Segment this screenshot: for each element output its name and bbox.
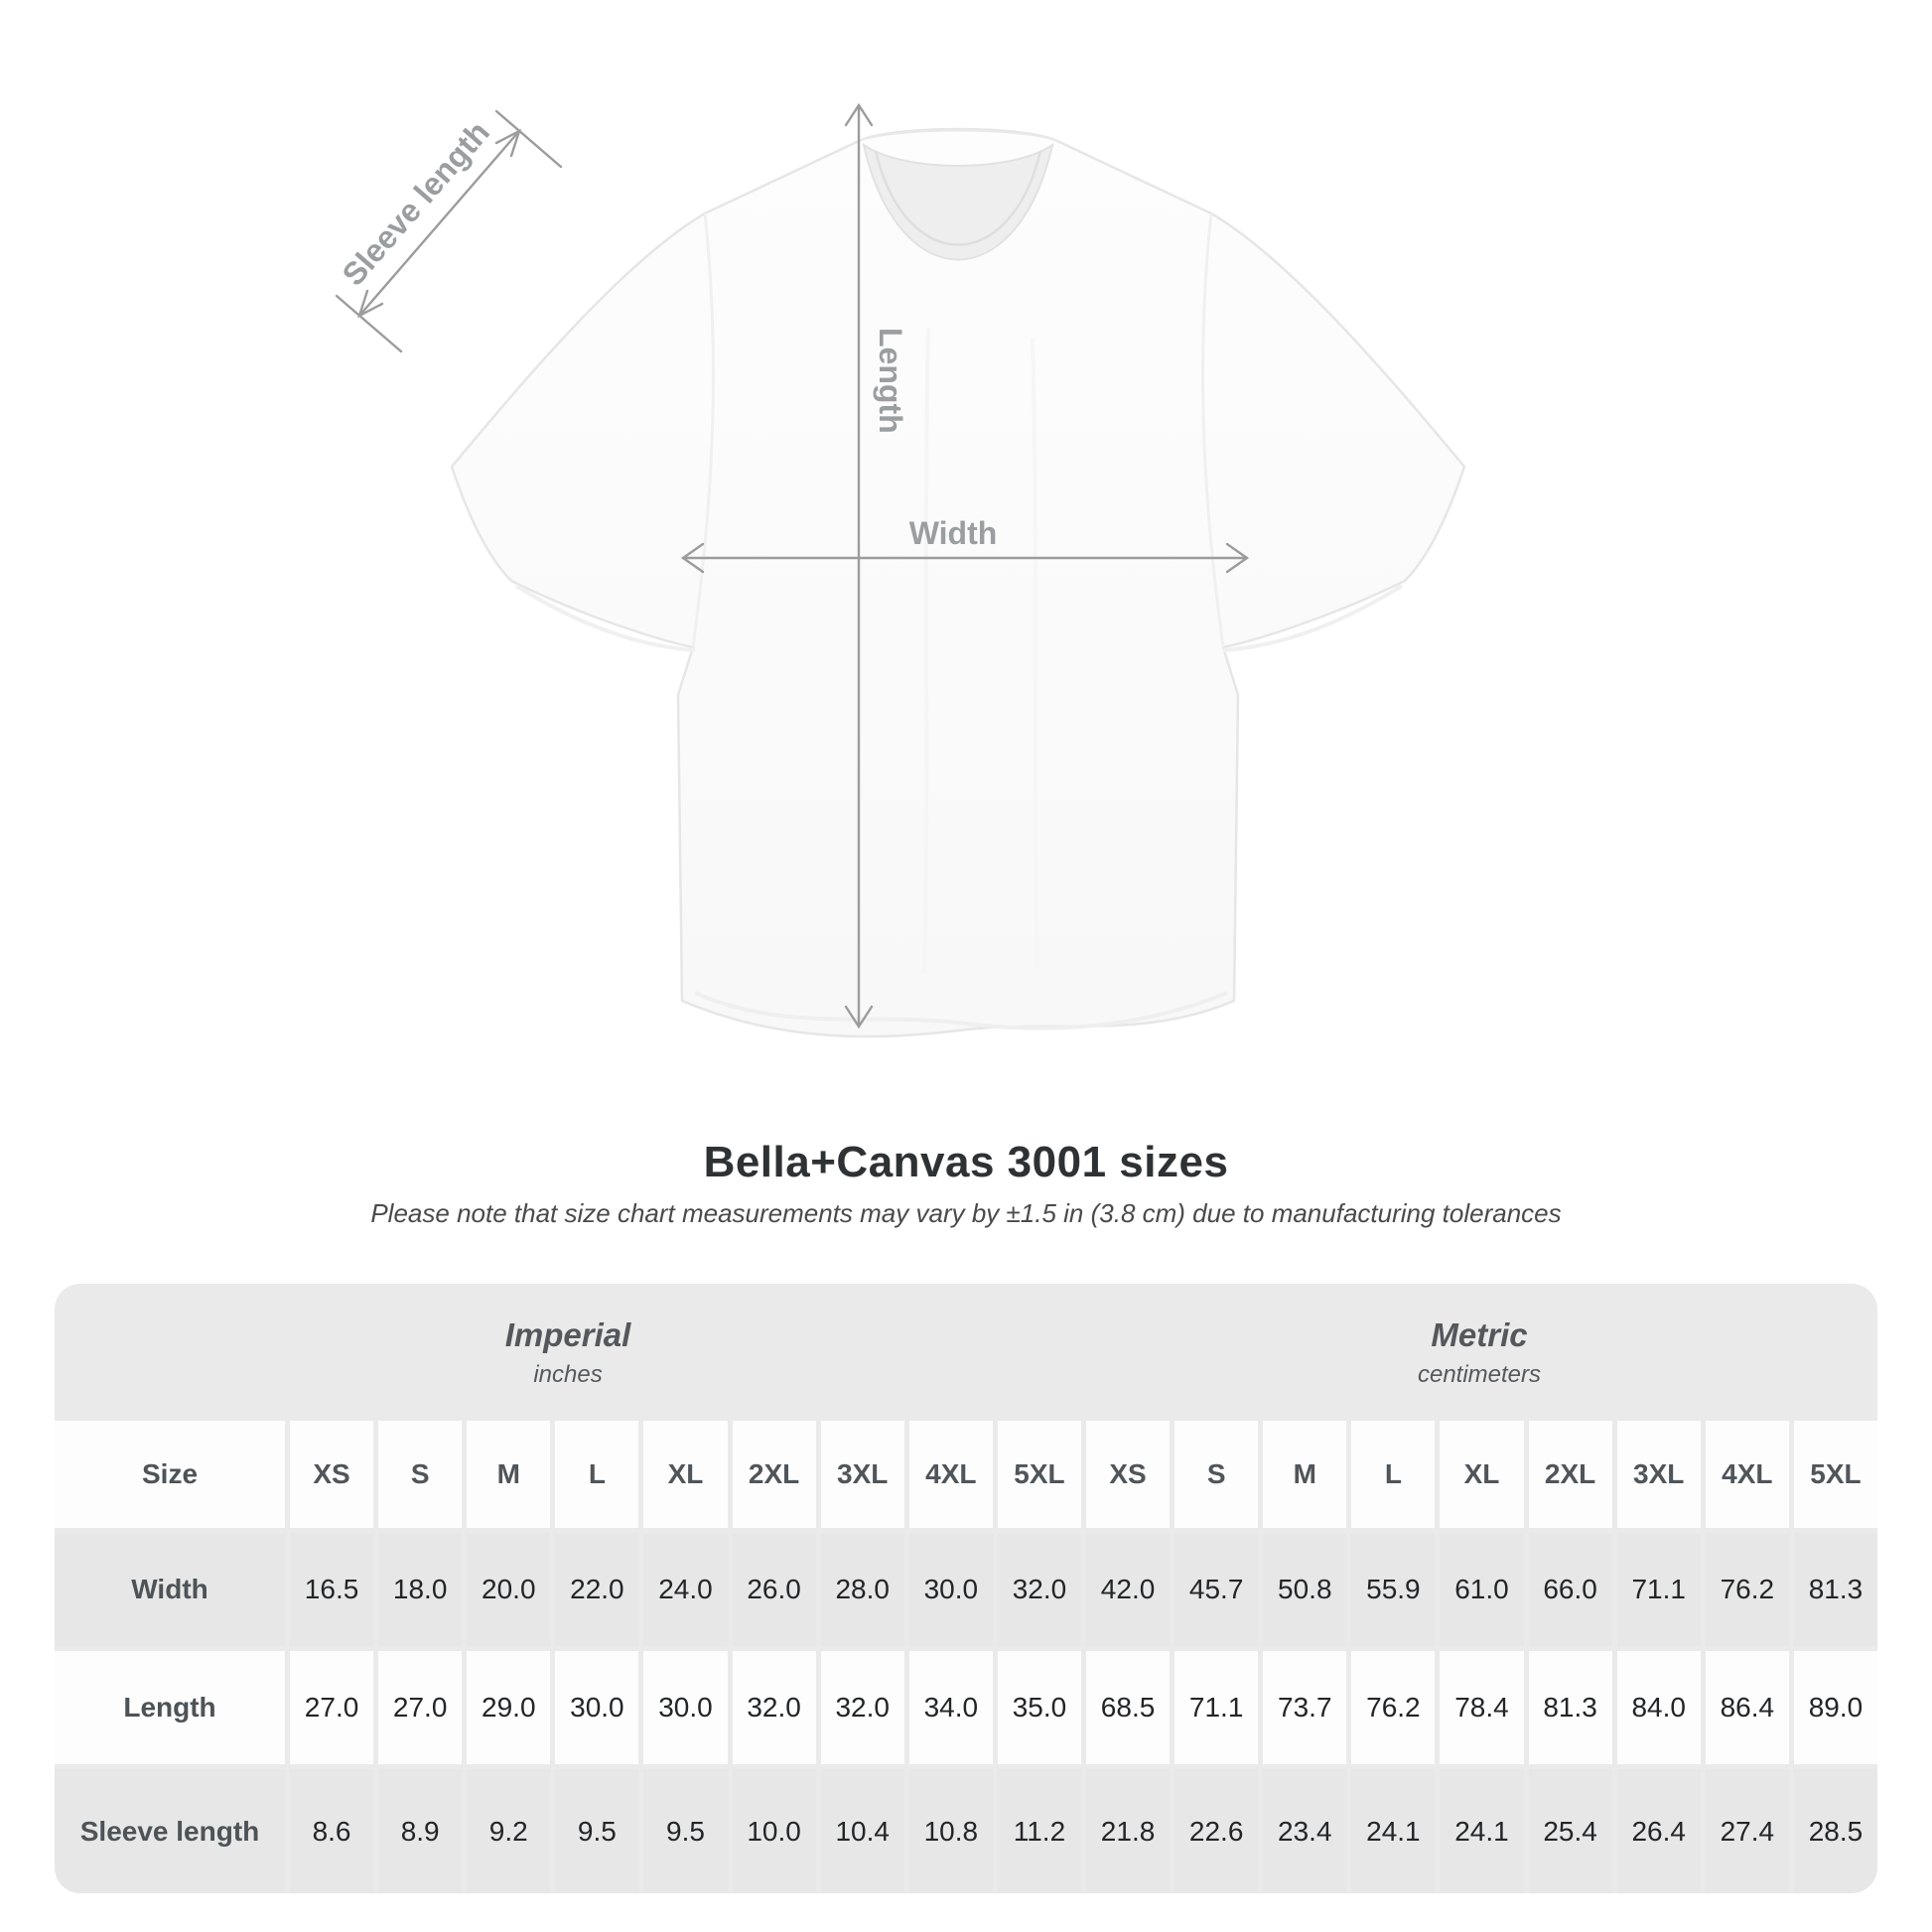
- table-cell: 32.0: [997, 1533, 1081, 1646]
- metric-unit: centimeters: [1417, 1360, 1542, 1388]
- table-cell: 76.2: [1705, 1533, 1789, 1646]
- table-cell: 23.4: [1263, 1769, 1347, 1893]
- column-header: 4XL: [908, 1421, 993, 1528]
- column-header: 2XL: [732, 1421, 816, 1528]
- tshirt-illustration: [450, 127, 1466, 1038]
- table-cell: 30.0: [555, 1651, 639, 1764]
- column-header-size: Size: [55, 1421, 285, 1528]
- row-label: Length: [55, 1651, 285, 1764]
- table-cell: 30.0: [908, 1533, 993, 1646]
- sleeve-length-arrow: [335, 109, 563, 353]
- table-cell: 73.7: [1263, 1651, 1347, 1764]
- unit-group-headers: Imperial inches Metric centimeters: [55, 1284, 1877, 1421]
- column-header: 2XL: [1528, 1421, 1612, 1528]
- row-label: Width: [55, 1533, 285, 1646]
- table-cell: 34.0: [908, 1651, 993, 1764]
- table-cell: 71.1: [1616, 1533, 1701, 1646]
- column-header: M: [1263, 1421, 1347, 1528]
- table-cell: 29.0: [467, 1651, 551, 1764]
- column-header: M: [467, 1421, 551, 1528]
- table-cell: 61.0: [1440, 1533, 1524, 1646]
- column-header: L: [555, 1421, 639, 1528]
- table-cell: 26.0: [732, 1533, 816, 1646]
- collar: [862, 142, 1054, 261]
- column-header: L: [1351, 1421, 1436, 1528]
- table-cell: 9.2: [467, 1769, 551, 1893]
- table-cell: 24.1: [1440, 1769, 1524, 1893]
- table-cell: 9.5: [643, 1769, 728, 1893]
- table-cell: 42.0: [1086, 1533, 1171, 1646]
- table-cell: 16.5: [290, 1533, 374, 1646]
- table-cell: 71.1: [1174, 1651, 1259, 1764]
- table-cell: 66.0: [1528, 1533, 1612, 1646]
- width-label: Width: [909, 515, 998, 551]
- column-header: S: [1174, 1421, 1259, 1528]
- table-cell: 81.3: [1528, 1651, 1612, 1764]
- table-cell: 78.4: [1440, 1651, 1524, 1764]
- column-header: S: [378, 1421, 463, 1528]
- table-cell: 22.0: [555, 1533, 639, 1646]
- table-cell: 24.1: [1351, 1769, 1436, 1893]
- table-cell: 25.4: [1528, 1769, 1612, 1893]
- page-title: Bella+Canvas 3001 sizes: [703, 1138, 1229, 1186]
- table-cell: 26.4: [1616, 1769, 1701, 1893]
- table-cell: 84.0: [1616, 1651, 1701, 1764]
- table-cell: 24.0: [643, 1533, 728, 1646]
- size-chart-card: Imperial inches Metric centimeters Size …: [55, 1284, 1877, 1893]
- table-cell: 9.5: [555, 1769, 639, 1893]
- length-arrow: [844, 102, 874, 1030]
- table-cell: 28.0: [820, 1533, 904, 1646]
- imperial-group-header: Imperial inches: [55, 1316, 1081, 1389]
- table-cell: 28.5: [1793, 1769, 1877, 1893]
- table-cell: 55.9: [1351, 1533, 1436, 1646]
- table-cell: 8.9: [378, 1769, 463, 1893]
- table-cell: 35.0: [997, 1651, 1081, 1764]
- row-label: Sleeve length: [55, 1769, 285, 1893]
- table-cell: 86.4: [1705, 1651, 1789, 1764]
- table-cell: 27.0: [290, 1651, 374, 1764]
- column-header: 4XL: [1705, 1421, 1789, 1528]
- width-arrow: [680, 542, 1250, 574]
- table-cell: 21.8: [1086, 1769, 1171, 1893]
- column-header: XL: [643, 1421, 728, 1528]
- table-cell: 45.7: [1174, 1533, 1259, 1646]
- table-cell: 27.0: [378, 1651, 463, 1764]
- imperial-unit: inches: [533, 1360, 603, 1388]
- table-cell: 10.8: [908, 1769, 993, 1893]
- imperial-label: Imperial: [504, 1315, 631, 1353]
- table-cell: 8.6: [290, 1769, 374, 1893]
- table-cell: 20.0: [467, 1533, 551, 1646]
- column-header: XS: [1086, 1421, 1171, 1528]
- sleeve-length-label: Sleeve length: [335, 114, 496, 292]
- metric-label: Metric: [1431, 1315, 1528, 1353]
- tshirt-measurement-diagram: Sleeve length Length Width: [335, 102, 1466, 1038]
- table-cell: 18.0: [378, 1533, 463, 1646]
- table-cell: 76.2: [1351, 1651, 1436, 1764]
- column-header: 3XL: [1616, 1421, 1701, 1528]
- table-cell: 30.0: [643, 1651, 728, 1764]
- table-cell: 27.4: [1705, 1769, 1789, 1893]
- size-table: Size XS S M L XL 2XL 3XL 4XL 5XL XS S M …: [55, 1421, 1877, 1893]
- length-label: Length: [873, 328, 908, 434]
- column-header: 5XL: [1793, 1421, 1877, 1528]
- table-cell: 22.6: [1174, 1769, 1259, 1893]
- column-header: 5XL: [997, 1421, 1081, 1528]
- column-header: 3XL: [820, 1421, 904, 1528]
- column-header: XS: [290, 1421, 374, 1528]
- table-cell: 10.4: [820, 1769, 904, 1893]
- dimension-lines: [335, 102, 1250, 1030]
- table-cell: 89.0: [1793, 1651, 1877, 1764]
- table-cell: 11.2: [997, 1769, 1081, 1893]
- table-cell: 32.0: [732, 1651, 816, 1764]
- table-cell: 32.0: [820, 1651, 904, 1764]
- table-cell: 81.3: [1793, 1533, 1877, 1646]
- table-cell: 10.0: [732, 1769, 816, 1893]
- table-cell: 68.5: [1086, 1651, 1171, 1764]
- table-cell: 50.8: [1263, 1533, 1347, 1646]
- tolerance-note: Please note that size chart measurements…: [370, 1198, 1562, 1228]
- column-header: XL: [1440, 1421, 1524, 1528]
- metric-group-header: Metric centimeters: [1081, 1316, 1877, 1389]
